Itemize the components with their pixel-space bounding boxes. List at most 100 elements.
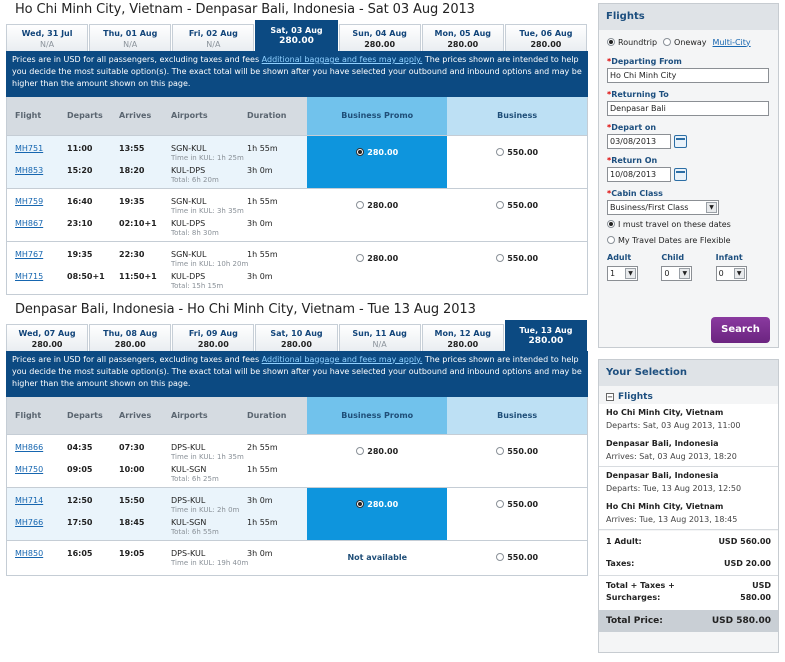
radio-icon [356,447,365,455]
search-button[interactable]: Search [711,317,770,343]
date-tab[interactable]: Mon, 12 Aug 280.00 [421,323,504,351]
radio-icon [356,253,365,262]
header-flight-info: Flight Departs Arrives Airports Duration [6,396,308,435]
departing-label: *Departing From [607,57,682,66]
flight-number-link[interactable]: MH767 [15,249,44,259]
must-travel-radio[interactable]: I must travel on these dates [607,217,770,233]
flight-number-link[interactable]: MH866 [15,443,44,452]
selection-city: Denpasar Bali, Indonesia [606,471,719,480]
flight-number-link[interactable]: MH759 [15,196,44,206]
business-price[interactable]: 550.00 [447,240,588,294]
header-flight-info: Flight Departs Arrives Airports Duration [6,97,308,135]
business-price[interactable]: 550.00 [447,487,588,541]
cabin-class-select[interactable]: Business/First Class ▼ [607,200,719,215]
collapse-icon: − [606,393,614,401]
depart-date-input[interactable]: 03/08/2013 [607,134,671,149]
adult-select[interactable]: 1 ▼ [607,266,638,281]
radio-icon [607,220,615,228]
return-date-input[interactable]: 10/08/2013 [607,167,671,182]
infant-select[interactable]: 0 ▼ [715,266,747,281]
flight-number-link[interactable]: MH853 [15,165,44,175]
business-promo-price[interactable]: 280.00 [307,134,448,188]
departure-time: 16:05 [67,549,93,558]
oneway-radio[interactable]: Oneway [663,37,707,47]
date-tab[interactable]: Tue, 06 Aug 280.00 [504,24,587,51]
transit-note: Total: 15h 15m [171,281,224,290]
date-tab[interactable]: Fri, 09 Aug 280.00 [172,323,255,351]
flight-number-link[interactable]: MH750 [15,465,44,474]
arrival-time: 02:10+1 [119,218,157,228]
business-promo-price[interactable]: 280.00 [307,240,448,294]
arrival-time: 15:50 [119,496,145,505]
business-promo-price[interactable]: 280.00 [307,187,448,241]
notice-text: Prices are in USD for all passengers, ex… [12,354,262,364]
date-tab[interactable]: Thu, 01 Aug N/A [89,24,172,51]
date-tab[interactable]: Tue, 13 Aug 280.00 [504,319,587,351]
date-tab[interactable]: Sat, 10 Aug 280.00 [255,323,338,351]
business-price[interactable]: 550.00 [447,187,588,241]
returning-to-input[interactable]: Denpasar Bali [607,101,769,116]
airports: SGN-KUL Time in KUL: 3h 35m [171,197,247,216]
divider [599,466,778,467]
calendar-icon[interactable] [674,168,687,181]
transit-note: Time in KUL: 19h 40m [171,559,249,567]
airports: DPS-KUL Time in KUL: 1h 35m [171,443,247,462]
departing-from-input[interactable]: Ho Chi Minh City [607,68,769,83]
flight-number-link[interactable]: MH766 [15,518,44,527]
date-tab-label: Mon, 12 Aug [434,328,492,338]
chevron-down-icon: ▼ [625,268,636,279]
selection-time: Arrives: Tue, 13 Aug 2013, 18:45 [606,515,738,524]
column-header-departs: Departs [67,410,103,420]
date-tab[interactable]: Mon, 05 Aug 280.00 [421,24,504,51]
flight-number-link[interactable]: MH751 [15,143,44,153]
flight-number-link[interactable]: MH850 [15,549,44,558]
date-tab-label: Tue, 13 Aug [519,325,573,335]
date-tab-price: 280.00 [530,40,562,49]
business-price[interactable]: 550.00 [447,134,588,188]
roundtrip-radio[interactable]: Roundtrip [607,37,657,47]
arrival-time: 22:30 [119,249,145,259]
flight-segment: MH759 16:40 19:35 SGN-KUL Time in KUL: 3h 35… [15,189,307,215]
date-tab-label: Fri, 02 Aug [188,29,238,38]
selection-leg: Denpasar Bali, Indonesia Departs: Tue, 13… [599,467,778,498]
date-tab[interactable]: Fri, 02 Aug N/A [172,24,255,51]
flight-number-link[interactable]: MH714 [15,496,44,505]
date-tab-label: Thu, 01 Aug [103,29,158,38]
transit-note: Total: 6h 20m [171,175,219,184]
transit-note: Total: 6h 25m [171,475,219,483]
arrival-time: 18:45 [119,518,145,527]
business-promo-price[interactable]: 280.00 [307,434,448,488]
duration: 1h 55m [247,465,278,474]
flight-number-link[interactable]: MH715 [15,271,44,281]
child-select[interactable]: 0 ▼ [661,266,693,281]
flights-toggle[interactable]: − Flights [606,392,653,402]
multi-city-link[interactable]: Multi-City [712,37,751,47]
baggage-fees-link[interactable]: Additional baggage and fees may apply. [261,354,423,364]
date-tab[interactable]: Wed, 31 Jul N/A [6,24,89,51]
flexible-dates-radio[interactable]: My Travel Dates are Flexible [607,233,770,249]
adult-label: Adult [607,253,632,262]
flight-number-link[interactable]: MH867 [15,218,44,228]
price-notice: Prices are in USD for all passengers, ex… [6,51,588,97]
airport-codes: DPS-KUL [171,549,206,558]
date-tab[interactable]: Thu, 08 Aug 280.00 [89,323,172,351]
business-price[interactable]: 550.00 [447,540,588,576]
calendar-icon[interactable] [674,135,687,148]
date-tab[interactable]: Sun, 11 Aug N/A [338,323,421,351]
date-tab-price: 280.00 [114,339,146,349]
date-tab[interactable]: Wed, 07 Aug 280.00 [6,323,89,351]
airports: SGN-KUL Time in KUL: 10h 20m [171,250,248,269]
baggage-fees-link[interactable]: Additional baggage and fees may apply. [261,55,423,64]
radio-icon [496,253,505,262]
departure-time: 15:20 [67,165,93,175]
selection-leg: Ho Chi Minh City, Vietnam Departs: Sat, 0… [599,404,778,435]
date-tab[interactable]: Sat, 03 Aug 280.00 [255,20,338,51]
radio-icon [607,236,615,244]
date-tab[interactable]: Sun, 04 Aug 280.00 [338,24,421,51]
date-tab-price: N/A [206,40,221,49]
business-promo-price[interactable]: 280.00 [307,487,448,541]
business-price[interactable]: 550.00 [447,434,588,488]
date-tab-label: Thu, 08 Aug [103,328,158,338]
date-tab-label: Sun, 04 Aug [352,29,407,38]
date-tab-price: 280.00 [447,40,479,49]
